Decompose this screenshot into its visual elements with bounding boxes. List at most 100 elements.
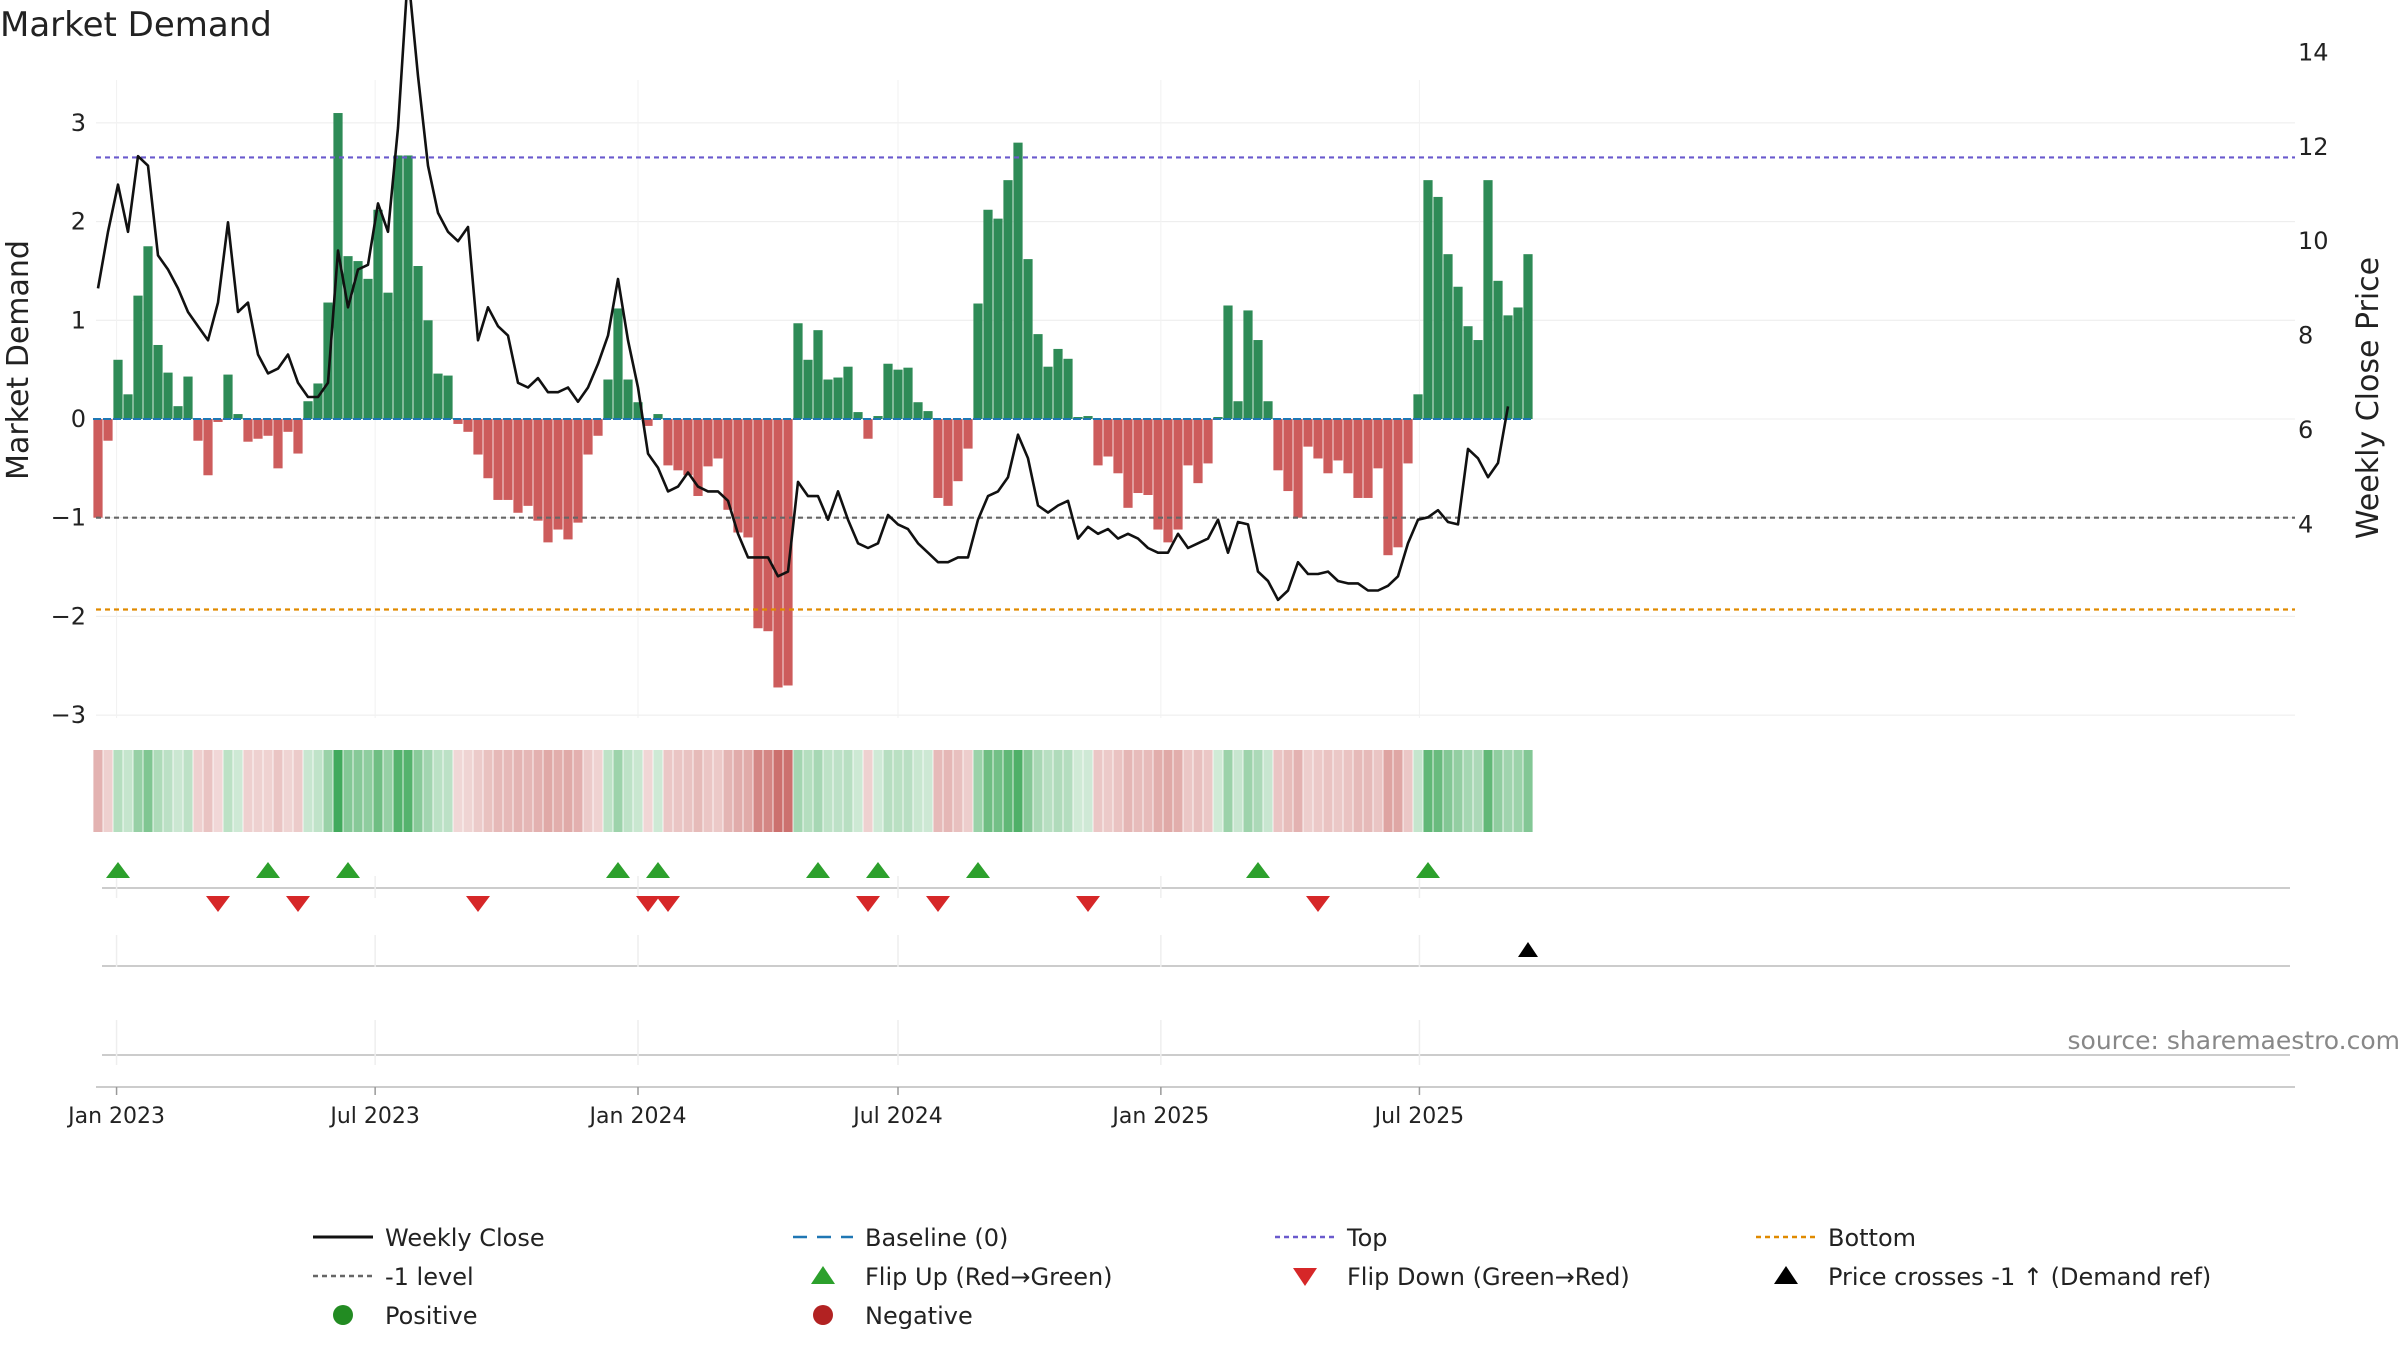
positive-bar [603,379,613,419]
strip-cell [1413,750,1423,832]
strip-cell [1123,750,1133,832]
strip-cell [1423,750,1433,832]
flip-down-marker [636,896,660,912]
strip-cell [1403,750,1413,832]
strip-cell [803,750,813,832]
positive-bar [903,367,913,419]
strip-cell [553,750,563,832]
strip-cell [1373,750,1383,832]
strip-cell [663,750,673,832]
legend-label-top: Top [1346,1224,1388,1252]
negative-bar [513,419,523,513]
strip-cell [173,750,183,832]
negative-bar [933,419,943,498]
negative-bar [763,419,773,632]
negative-bar [733,419,743,533]
y-tick-label-left: 0 [71,405,86,433]
positive-bar [433,373,443,419]
legend-swatch-flip-down [1293,1268,1317,1286]
strip-cell [843,750,853,832]
negative-bar [1273,419,1283,471]
positive-bar [1253,340,1263,419]
negative-bar [783,419,793,686]
positive-bar [303,401,313,419]
strip-cell [1003,750,1013,832]
flip-down-marker [1306,896,1330,912]
strip-cell [1443,750,1453,832]
positive-bar [1433,196,1443,419]
strip-cell [1273,750,1283,832]
strip-cell [813,750,823,832]
positive-bar [1463,326,1473,419]
strip-cell [1073,750,1083,832]
strip-cell [643,750,653,832]
strip-cell [923,750,933,832]
negative-bar [713,419,723,459]
negative-bar [693,419,703,496]
positive-bar [1223,305,1233,419]
positive-bar [813,330,823,419]
legend-label-flip-down: Flip Down (Green→Red) [1347,1263,1630,1291]
x-tick-label: Jan 2025 [1110,1104,1209,1129]
flip-up-marker [256,862,280,878]
negative-bar [943,419,953,506]
strip-cell [653,750,663,832]
strip-cell [783,750,793,832]
negative-bar [483,419,493,479]
strip-cell [393,750,403,832]
strip-cell [303,750,313,832]
strip-cell [1323,750,1333,832]
negative-bar [1103,419,1113,457]
demand-bars [93,113,1533,688]
strip-cell [1213,750,1223,832]
strip-cell [683,750,693,832]
strip-cell [1193,750,1203,832]
negative-bar [563,419,573,540]
x-tick-label: Jan 2023 [66,1104,165,1129]
strip-cell [1263,750,1273,832]
strip-cell [903,750,913,832]
negative-bar [1303,419,1313,447]
positive-bar [1473,340,1483,419]
source-label: source: sharemaestro.com [2068,1026,2400,1055]
strip-cell [1233,750,1243,832]
positive-bar [1503,315,1513,419]
strip-cell [483,750,493,832]
y-tick-label-right: 10 [2298,227,2329,255]
strip-cell [163,750,173,832]
strip-cell [133,750,143,832]
negative-bar [643,419,653,426]
strip-cell [153,750,163,832]
strip-cell [493,750,503,832]
negative-bar [1123,419,1133,508]
strip-cell [193,750,203,832]
negative-bar [1333,419,1343,461]
positive-bar [1063,358,1073,419]
strip-cell [363,750,373,832]
positive-bar [343,256,353,419]
strip-cell [973,750,983,832]
negative-bar [1283,419,1293,492]
negative-bar [753,419,763,629]
positive-bar [1023,259,1033,419]
y-tick-label-right: 14 [2298,38,2329,66]
strip-cell [913,750,923,832]
negative-bar [723,419,733,510]
negative-bar [543,419,553,543]
positive-bar [613,308,623,419]
y-tick-label-right: 4 [2298,510,2313,538]
y-tick-label-left: −2 [51,602,86,630]
strip-cell [603,750,613,832]
negative-bar [463,419,473,432]
strip-cell [403,750,413,832]
y-tick-label-left: −3 [51,701,86,729]
strip-cell [543,750,553,832]
strip-cell [883,750,893,832]
strip-cell [523,750,533,832]
negative-bar [1153,419,1163,530]
strip-cell [1223,750,1233,832]
positive-bar [1263,401,1273,419]
strip-cell [183,750,193,832]
strip-cell [513,750,523,832]
